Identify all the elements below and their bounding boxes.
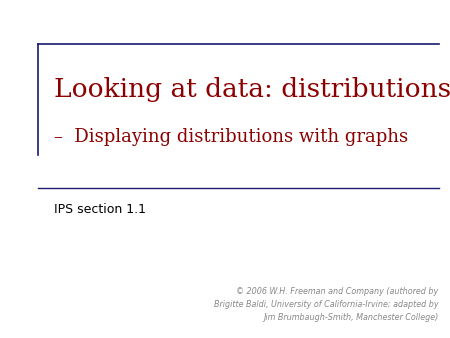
Text: IPS section 1.1: IPS section 1.1 [54, 203, 146, 216]
Text: –  Displaying distributions with graphs: – Displaying distributions with graphs [54, 128, 408, 146]
Text: © 2006 W.H. Freeman and Company (authored by
Brigitte Baldi, University of Calif: © 2006 W.H. Freeman and Company (authore… [214, 287, 439, 322]
Text: Looking at data: distributions: Looking at data: distributions [54, 77, 450, 102]
